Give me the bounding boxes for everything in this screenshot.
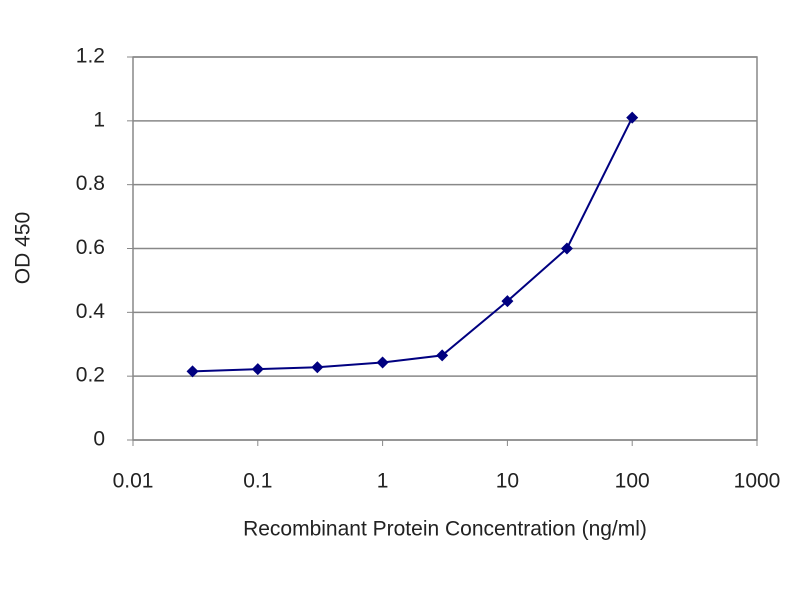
x-tick-label: 1000 — [734, 470, 781, 493]
x-tick-label: 0.1 — [243, 470, 272, 493]
y-tick-label: 0.6 — [76, 236, 105, 259]
y-tick-label: 0.2 — [76, 364, 105, 387]
marker — [186, 365, 199, 378]
series-line — [192, 117, 634, 373]
x-tick-label: 0.01 — [113, 470, 154, 493]
marker — [626, 111, 639, 124]
marker — [501, 295, 514, 308]
y-tick-label: 1 — [93, 108, 105, 131]
marker — [251, 363, 264, 376]
y-axis-title: OD 450 — [12, 212, 35, 284]
marker — [436, 349, 449, 362]
x-axis-title: Recombinant Protein Concentration (ng/ml… — [243, 518, 647, 541]
y-tick-label: 0.4 — [76, 300, 106, 323]
x-tick-label: 10 — [496, 470, 519, 493]
x-tick-label: 100 — [615, 470, 650, 493]
x-tick-label: 1 — [377, 470, 389, 493]
marker — [560, 242, 573, 255]
marker — [376, 356, 389, 369]
y-tick-label: 0.8 — [76, 172, 105, 195]
y-tick-label: 0 — [93, 428, 105, 451]
marker — [311, 361, 324, 374]
y-tick-label: 1.2 — [76, 45, 105, 68]
